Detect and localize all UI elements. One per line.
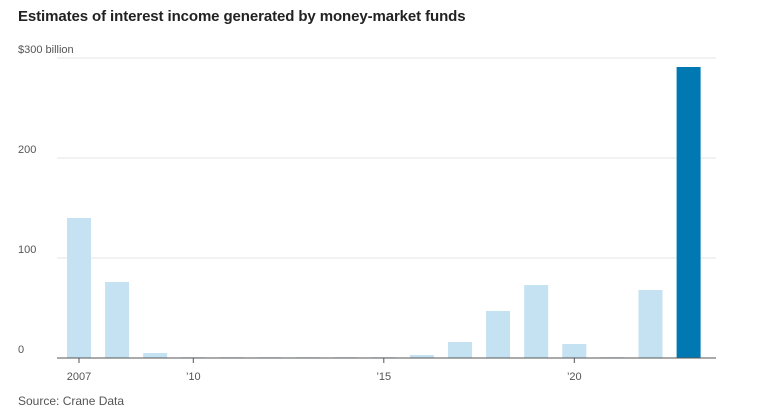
bar-2023	[676, 67, 701, 358]
bar-2022	[638, 290, 663, 358]
bar-2008	[105, 282, 130, 358]
x-tick-label: ’20	[567, 371, 582, 383]
bar-2018	[486, 311, 511, 358]
y-tick-label: $300 billion	[18, 44, 74, 56]
y-tick-label: 0	[18, 344, 24, 356]
source-note: Source: Crane Data	[18, 394, 125, 408]
chart-title: Estimates of interest income generated b…	[18, 8, 466, 25]
bar-2019	[524, 285, 549, 358]
bar-2016	[409, 355, 434, 358]
bar-2020	[562, 344, 587, 358]
axes: $300 billion 200 100 0 2007 ’10 ’15 ’20	[18, 44, 716, 383]
bar-2007	[67, 218, 91, 358]
x-tick-label: ’15	[376, 371, 391, 383]
x-tick-label: ’10	[186, 371, 201, 383]
bar-2017	[448, 342, 472, 358]
bar-2009	[143, 353, 168, 358]
y-tick-label: 100	[18, 244, 36, 256]
y-tick-label: 200	[18, 144, 36, 156]
x-tick-label: 2007	[67, 371, 91, 383]
gridlines	[57, 57, 716, 259]
bars	[67, 67, 701, 358]
